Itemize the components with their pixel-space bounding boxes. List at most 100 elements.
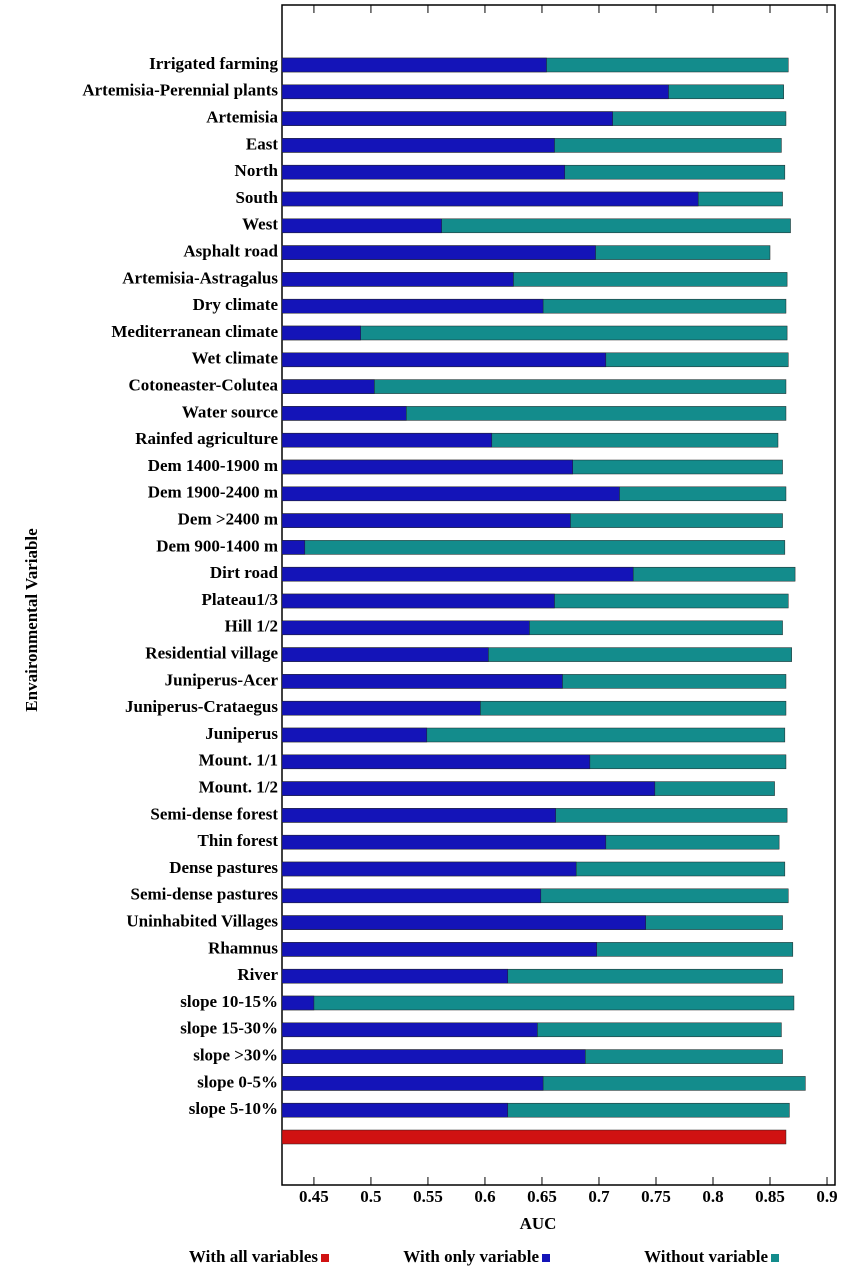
bar — [281, 674, 563, 689]
y-tick-label: Dem 1900-2400 m — [148, 483, 278, 502]
x-axis-label: AUC — [520, 1214, 557, 1233]
legend-label: With all variables — [189, 1247, 318, 1266]
bar — [281, 459, 574, 475]
y-tick-label: Artemisia-Astragalus — [122, 268, 278, 287]
bar — [281, 513, 571, 528]
bar — [281, 325, 361, 341]
y-tick-label: slope 15-30% — [180, 1019, 278, 1038]
bar — [281, 727, 428, 743]
bar — [281, 111, 613, 126]
bar — [281, 861, 577, 877]
bar — [281, 915, 646, 930]
x-tick-label: 0.5 — [360, 1187, 381, 1206]
bar — [281, 1076, 544, 1091]
y-tick-label: slope 5-10% — [189, 1099, 278, 1118]
y-tick-label: Mount. 1/2 — [199, 778, 278, 797]
bar — [281, 781, 656, 796]
x-tick-label: 0.45 — [299, 1187, 329, 1206]
bar — [281, 834, 607, 850]
bar — [281, 540, 786, 555]
x-tick-label: 0.9 — [816, 1187, 837, 1206]
bar — [281, 968, 509, 984]
bar — [281, 272, 514, 287]
bar — [281, 84, 669, 100]
bar — [281, 164, 566, 180]
bar — [281, 138, 555, 153]
bar — [281, 995, 315, 1011]
y-tick-label: Wet climate — [192, 349, 279, 368]
y-tick-label: Dry climate — [193, 295, 279, 314]
x-tick-label: 0.65 — [527, 1187, 557, 1206]
x-tick-label: 0.75 — [641, 1187, 671, 1206]
bar — [281, 593, 555, 609]
y-tick-label: Dem 1400-1900 m — [148, 456, 278, 475]
y-tick-label: West — [242, 215, 278, 234]
y-tick-label: Dem >2400 m — [178, 510, 278, 529]
bar — [281, 379, 375, 394]
bar — [281, 566, 634, 582]
y-tick-label: Residential village — [145, 644, 278, 663]
bar — [281, 1049, 586, 1064]
bar — [281, 620, 530, 636]
bar — [281, 540, 306, 555]
y-tick-label: Asphalt road — [183, 242, 278, 261]
y-tick-label: Hill 1/2 — [225, 617, 278, 636]
legend-swatch — [321, 1254, 329, 1262]
y-tick-label: Artemisia — [206, 108, 278, 127]
y-tick-label: Cotoneaster-Colutea — [129, 376, 279, 395]
y-tick-label: Rhamnus — [208, 938, 278, 957]
y-tick-label: Juniperus-Crataegus — [125, 697, 278, 716]
bar — [281, 1129, 787, 1145]
y-tick-label: Juniperus — [205, 724, 278, 743]
y-axis-label: Envaironmental Variable — [22, 528, 41, 712]
y-tick-label: Mediterranean climate — [111, 322, 278, 341]
legend-label: Without variable — [644, 1247, 768, 1266]
y-tick-label: Plateau1/3 — [202, 590, 279, 609]
legend-label: With only variable — [403, 1247, 539, 1266]
y-tick-label: Water source — [182, 402, 279, 421]
x-tick-label: 0.7 — [588, 1187, 610, 1206]
bar — [281, 888, 542, 904]
y-tick-label: Artemisia-Perennial plants — [82, 81, 278, 100]
y-tick-label: South — [235, 188, 278, 207]
x-tick-label: 0.85 — [755, 1187, 785, 1206]
bar — [281, 218, 442, 234]
y-tick-label: Rainfed agriculture — [135, 429, 278, 448]
bar — [281, 808, 556, 823]
y-tick-label: Irrigated farming — [149, 54, 278, 73]
bar — [281, 942, 597, 957]
y-tick-label: Semi-dense pastures — [131, 885, 279, 904]
y-tick-label: Dense pastures — [169, 858, 278, 877]
bar — [281, 191, 699, 207]
y-tick-label: Uninhabited Villages — [126, 912, 278, 931]
y-tick-label: Mount. 1/1 — [199, 751, 278, 770]
bar — [281, 432, 493, 448]
y-tick-label: River — [237, 965, 278, 984]
bar — [281, 57, 547, 73]
y-tick-label: Dem 900-1400 m — [156, 536, 278, 555]
bar — [281, 298, 544, 314]
bar — [281, 352, 607, 368]
bar — [281, 486, 620, 502]
y-tick-label: slope 10-15% — [180, 992, 278, 1011]
bar — [281, 245, 596, 260]
bar — [281, 995, 795, 1011]
y-tick-label: Dirt road — [210, 563, 279, 582]
y-tick-label: East — [246, 134, 278, 153]
bar — [281, 406, 407, 421]
bar — [281, 754, 591, 770]
x-tick-label: 0.55 — [413, 1187, 443, 1206]
x-tick-label: 0.6 — [474, 1187, 495, 1206]
y-tick-label: North — [235, 161, 279, 180]
y-tick-label: Semi-dense forest — [150, 804, 278, 823]
legend-swatch — [542, 1254, 550, 1262]
bar — [281, 647, 489, 662]
y-tick-label: Juniperus-Acer — [165, 670, 279, 689]
x-tick-label: 0.8 — [702, 1187, 723, 1206]
bar — [281, 1022, 538, 1038]
y-tick-label: slope 0-5% — [197, 1072, 278, 1091]
bar — [281, 1102, 509, 1118]
legend-swatch — [771, 1254, 779, 1262]
y-tick-label: slope >30% — [193, 1046, 278, 1065]
